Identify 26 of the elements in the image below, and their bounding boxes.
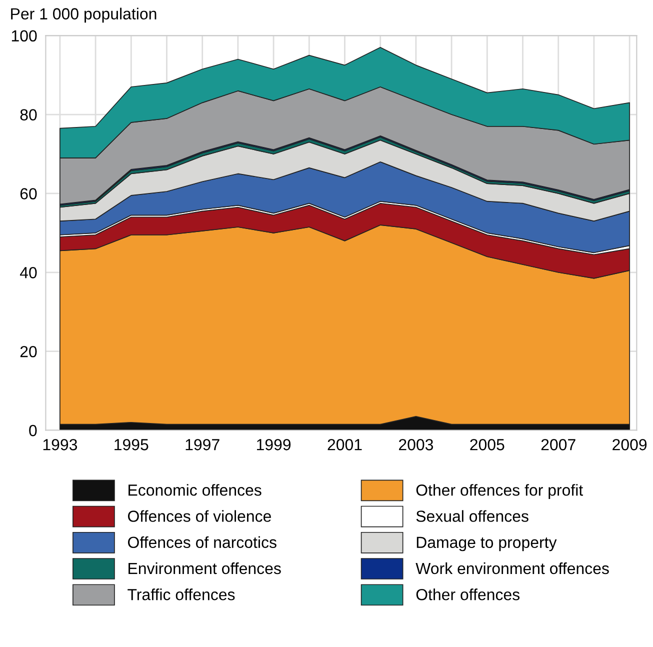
legend-label: Economic offences: [128, 484, 262, 496]
legend-label: Traffic offences: [128, 588, 235, 600]
y-tick-label: 100: [12, 30, 37, 42]
legend-label: Other offences for profit: [416, 484, 583, 499]
y-tick-label: 80: [20, 109, 37, 120]
x-tick-label: 1999: [257, 439, 291, 450]
x-tick-label: 2005: [470, 439, 504, 450]
x-tick-label: 2001: [328, 439, 362, 450]
x-tick-label: 2009: [612, 439, 647, 450]
y-tick-label: 60: [20, 188, 37, 200]
legend-label: Environment offences: [128, 562, 281, 574]
x-tick-label: 1993: [43, 439, 78, 450]
legend-label: Sexual offences: [416, 510, 528, 522]
y-axis-title: Per 1 000 population: [11, 8, 156, 23]
y-tick-label: 0: [29, 424, 37, 436]
x-tick-label: 1995: [114, 439, 148, 450]
x-tick-label: 1997: [186, 439, 220, 450]
legend-label: Offences of narcotics: [128, 536, 276, 548]
legend-label: Work environment offences: [416, 562, 609, 574]
y-tick-label: 20: [20, 346, 37, 358]
legend-label: Offences of violence: [128, 510, 271, 522]
x-tick-label: 2007: [541, 439, 576, 450]
legend-label: Other offences: [416, 588, 520, 600]
x-tick-label: 2003: [398, 439, 434, 450]
y-tick-label: 40: [20, 267, 37, 278]
legend-label: Damage to property: [416, 536, 557, 552]
